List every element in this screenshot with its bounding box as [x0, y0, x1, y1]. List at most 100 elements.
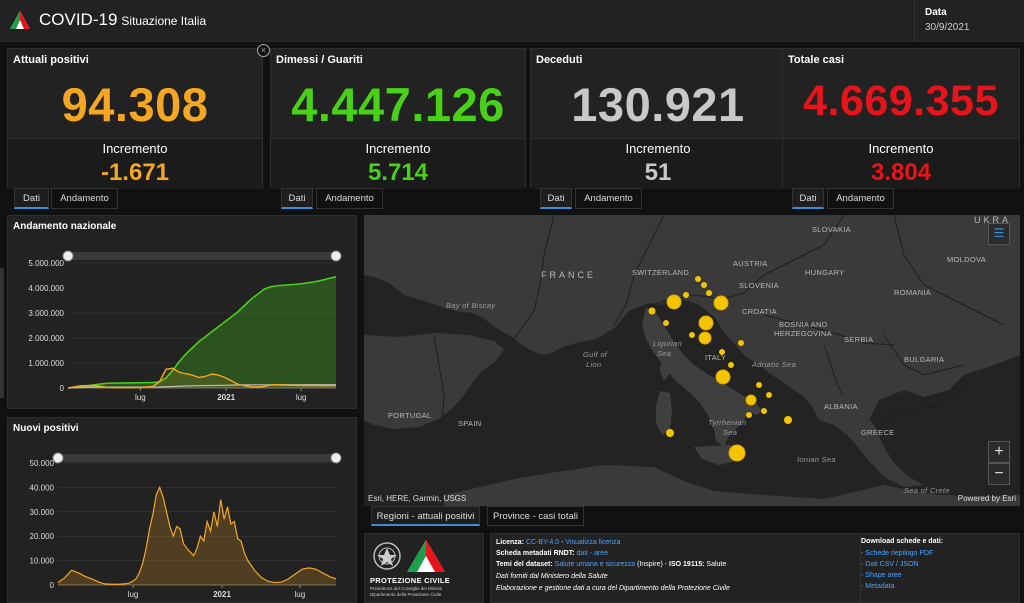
- kpi-title: Attuali positivi: [13, 54, 89, 66]
- land-balkans: [804, 393, 924, 487]
- tab-dati[interactable]: Dati: [281, 188, 313, 209]
- y-tick-label: 4.000.000: [28, 284, 64, 293]
- map-label-bosnia: BOSNIA AND: [779, 320, 828, 329]
- zoom-out-button[interactable]: −: [988, 463, 1010, 485]
- map-label-tyrrhenian: Tyrrhenian: [708, 418, 747, 427]
- tab-andamento[interactable]: Andamento: [316, 188, 383, 209]
- land-crete: [912, 495, 962, 503]
- app-header: COVID-19 Situazione Italia Data 30/9/2021: [0, 0, 1024, 42]
- info-scheda: Scheda metadati RNDT: dati - aree: [496, 550, 609, 557]
- bubble-lombardia[interactable]: [666, 294, 682, 310]
- x-tick-label: lug: [128, 590, 139, 599]
- national-trend-chart: 0 1.000.000 2.000.000 3.000.000 4.000.000 5.0…: [28, 250, 342, 402]
- map-label-slovakia: SLOVAKIA: [812, 225, 851, 234]
- range-slider-track[interactable]: [58, 454, 336, 462]
- protezione-civile-emblem-icon: [373, 540, 445, 572]
- map-label-hungary: HUNGARY: [805, 268, 845, 277]
- kpi-title: Deceduti: [536, 54, 583, 66]
- land-sardinia: [656, 391, 672, 435]
- kpi-value: 94.308: [61, 78, 209, 131]
- kpi-increment-label: Incremento: [625, 141, 691, 156]
- temi-link[interactable]: Salute umana e sicurezza: [554, 561, 636, 568]
- map-label-serbia: SERBIA: [844, 335, 874, 344]
- kpi-increment-label: Incremento: [868, 141, 934, 156]
- slider-handle-right[interactable]: [330, 250, 342, 262]
- info-elaborazione: Elaborazione e gestione dati a cura del …: [496, 585, 730, 592]
- kpi-increment-value: -1.671: [100, 159, 170, 186]
- org-sub2: Dipartimento della Protezione Civile: [370, 592, 442, 597]
- bubble-small: [746, 412, 752, 418]
- bubble-small: [663, 320, 669, 326]
- map-basemap: [364, 215, 1020, 506]
- tab-dati[interactable]: Dati: [540, 188, 572, 209]
- download-pdf-link[interactable]: - Schede riepilogo PDF: [861, 550, 934, 557]
- slider-handle-left[interactable]: [52, 452, 64, 464]
- download-box: Download schede e dati: - Schede riepilo…: [860, 534, 1020, 602]
- map-label-crete: Sea of Crete: [904, 486, 950, 495]
- close-icon[interactable]: ×: [257, 44, 270, 57]
- kpi-dimessi-guariti: Dimessi / Guariti 4.447.126 Incremento 5…: [270, 48, 526, 189]
- download-csv-link[interactable]: - Dati CSV / JSON: [861, 561, 919, 568]
- series-nuovi-positivi-area: [58, 487, 336, 585]
- scheda-metadati-link[interactable]: dati - aree: [576, 550, 609, 557]
- kpi-increment-value: 3.804: [870, 159, 932, 186]
- bubble-lazio[interactable]: [715, 369, 731, 385]
- y-tick-label: 30.000: [30, 508, 55, 517]
- download-metadata-link[interactable]: - Metadata: [861, 583, 895, 590]
- bubble-campania[interactable]: [745, 394, 757, 406]
- tab-andamento[interactable]: Andamento: [575, 188, 642, 209]
- tab-province-casi-totali[interactable]: Province - casi totali: [487, 506, 584, 526]
- map-label-bulgaria: BULGARIA: [904, 355, 945, 364]
- app-subtitle: Situazione Italia: [121, 14, 207, 28]
- zoom-in-button[interactable]: +: [988, 441, 1010, 463]
- map-label-moldova: MOLDOVA: [947, 255, 987, 264]
- map-label-ligurian-2: Sea: [657, 349, 672, 358]
- national-trend-panel: Andamento nazionale 0 1.000.000 2.000.000 3…: [7, 215, 357, 409]
- bubble-toscana[interactable]: [698, 331, 712, 345]
- bubble-small: [719, 349, 725, 355]
- bubble-emilia-romagna[interactable]: [698, 315, 714, 331]
- map-powered-by[interactable]: Powered by Esri: [957, 494, 1016, 503]
- bubble-puglia[interactable]: [784, 416, 792, 424]
- slider-handle-right[interactable]: [330, 452, 342, 464]
- x-tick-label: lug: [135, 393, 146, 402]
- licenza-link[interactable]: CC-BY-4.0: [525, 539, 560, 546]
- bubble-sicilia[interactable]: [728, 444, 746, 462]
- x-tick-label: 2021: [213, 590, 231, 599]
- bubble-piemonte[interactable]: [648, 307, 656, 315]
- visualizza-licenza-link[interactable]: Visualizza licenza: [565, 539, 621, 546]
- tab-dati[interactable]: Dati: [792, 188, 824, 209]
- panel-title: Andamento nazionale: [13, 221, 117, 232]
- map-label-portugal: PORTUGAL: [388, 411, 432, 420]
- kpi-increment-label: Incremento: [365, 141, 431, 156]
- y-tick-label: 50.000: [30, 459, 55, 468]
- bubble-small: [689, 332, 695, 338]
- bubble-small: [756, 382, 762, 388]
- bubble-sardegna[interactable]: [666, 429, 674, 437]
- land-corsica: [660, 355, 670, 381]
- map-label-gulf-of-lion: Gulf of: [583, 350, 608, 359]
- bubble-veneto[interactable]: [713, 295, 729, 311]
- range-slider-track[interactable]: [68, 252, 336, 260]
- kpi-value: 130.921: [571, 78, 745, 131]
- map-attribution: Esri, HERE, Garmin, USGS: [368, 494, 467, 503]
- map-label-spain: SPAIN: [458, 419, 482, 428]
- footer-info-box: Licenza: CC-BY-4.0 - Visualizza licenza …: [490, 533, 1020, 603]
- tab-andamento[interactable]: Andamento: [51, 188, 118, 209]
- org-name: PROTEZIONE CIVILE: [370, 576, 451, 585]
- kpi-totale-casi: Totale casi 4.669.355 Incremento 3.804: [782, 48, 1020, 189]
- tab-dati[interactable]: Dati: [14, 188, 49, 209]
- y-tick-label: 40.000: [30, 483, 55, 492]
- tab-regioni-attuali-positivi[interactable]: Regioni - attuali positivi: [371, 506, 480, 526]
- bubble-small: [701, 282, 707, 288]
- map-label-romania: ROMANIA: [894, 288, 932, 297]
- italy-map[interactable]: FRANCE SWITZERLAND AUSTRIA SLOVAKIA HUNG…: [364, 215, 1020, 506]
- download-shape-link[interactable]: - Shape aree: [861, 572, 902, 579]
- bubble-small: [706, 290, 712, 296]
- y-tick-label: 3.000.000: [28, 309, 64, 318]
- tab-andamento[interactable]: Andamento: [827, 188, 894, 209]
- map-label-ligurian: Ligurian: [653, 339, 683, 348]
- list-icon[interactable]: ☰: [988, 223, 1010, 245]
- slider-handle-left[interactable]: [62, 250, 74, 262]
- bubble-small: [766, 392, 772, 398]
